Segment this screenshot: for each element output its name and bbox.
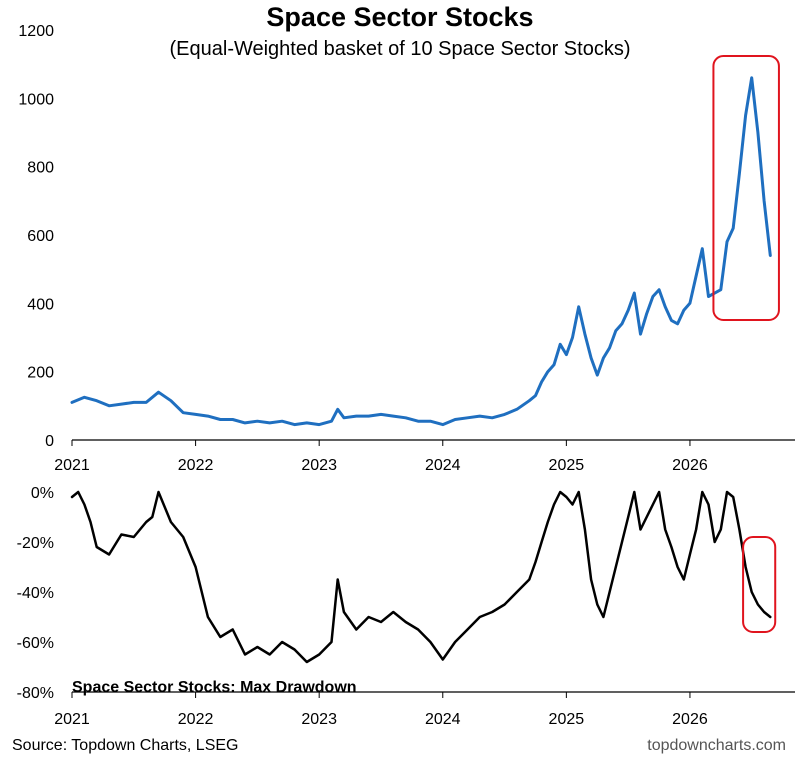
drawdown-panel-title: Space Sector Stocks: Max Drawdown [72,679,357,696]
drawdown-y-tick-label: 0% [31,485,54,502]
drawdown-x-tick-label: 2023 [301,711,337,728]
price-x-tick-label: 2022 [178,457,214,474]
drawdown-y-tick-label: -60% [17,635,54,652]
price-x-tick-label: 2024 [425,457,461,474]
drawdown-x-tick-label: 2025 [549,711,585,728]
drawdown-x-tick-label: 2024 [425,711,461,728]
price-series-line [70,76,772,427]
price-y-tick-label: 1200 [18,23,54,40]
price-x-tick-label: 2025 [549,457,585,474]
price-highlight-box [712,55,780,321]
price-y-tick-label: 400 [27,296,54,313]
drawdown-panel: 0% -20% -40% -60% -80%2021 2022 2023 2024 2025 20… [17,485,795,728]
chart-subtitle: (Equal-Weighted basket of 10 Space Secto… [169,38,631,60]
drawdown-y-tick-label: -40% [17,585,54,602]
drawdown-y-tick-label: -20% [17,535,54,552]
price-x-tick-label: 2023 [301,457,337,474]
price-x-tick-label: 2021 [54,457,90,474]
price-y-tick-label: 800 [27,160,54,177]
price-y-tick-label: 1000 [18,91,54,108]
drawdown-y-tick-label: -80% [17,685,54,702]
watermark: topdowncharts.com [647,737,786,754]
drawdown-series-line [70,490,772,664]
price-panel: 0 200 400 600 800 1000 1200 2021 2022 2023 2024 202… [18,23,795,474]
price-y-tick-label: 0 [45,433,54,450]
drawdown-highlight-box [742,536,777,633]
chart-title: Space Sector Stocks [266,2,534,32]
drawdown-x-tick-label: 2026 [672,711,708,728]
drawdown-x-tick-label: 2021 [54,711,90,728]
drawdown-x-tick-label: 2022 [178,711,214,728]
source-note: Source: Topdown Charts, LSEG [12,737,239,754]
chart-svg: 0 200 400 600 800 1000 1200 2021 2022 2023 2024 202… [17,23,795,728]
price-y-tick-label: 600 [27,228,54,245]
price-y-tick-label: 200 [27,365,54,382]
price-x-tick-label: 2026 [672,457,708,474]
